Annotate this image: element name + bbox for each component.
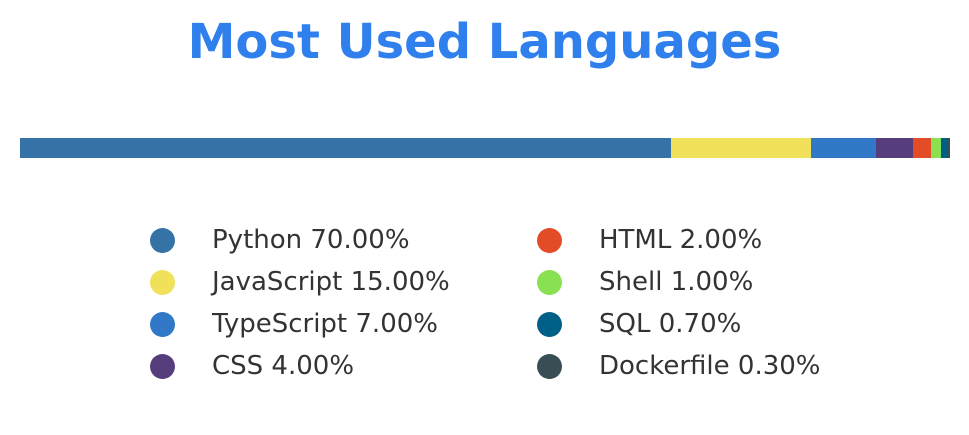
legend-dot xyxy=(150,269,175,295)
legend-label: SQL 0.70% xyxy=(599,309,742,339)
legend-dot xyxy=(537,227,562,253)
legend: Python 70.00% JavaScript 15.00% TypeScript… xyxy=(150,219,821,387)
legend-item-html: HTML 2.00% xyxy=(537,219,821,261)
chart-title: Most Used Languages xyxy=(187,14,782,70)
bar-segment-html xyxy=(912,138,932,158)
legend-dot xyxy=(537,269,562,295)
legend-dot xyxy=(537,353,562,379)
legend-label: HTML 2.00% xyxy=(599,225,763,255)
bar-segment-shell xyxy=(931,138,941,158)
bar-segment-python xyxy=(20,138,671,158)
legend-label: Shell 1.00% xyxy=(599,267,754,297)
legend-dot xyxy=(150,311,175,337)
legend-dot xyxy=(150,353,175,379)
legend-item-css: CSS 4.00% xyxy=(150,345,537,387)
legend-item-python: Python 70.00% xyxy=(150,219,537,261)
legend-label: Dockerfile 0.30% xyxy=(599,351,821,381)
legend-label: Python 70.00% xyxy=(212,225,410,255)
legend-item-javascript: JavaScript 15.00% xyxy=(150,261,537,303)
bar-segment-css xyxy=(875,138,913,158)
legend-label: CSS 4.00% xyxy=(212,351,355,381)
legend-dot xyxy=(150,227,175,253)
bar-segment-javascript xyxy=(671,138,811,158)
bar-segment-typescript xyxy=(810,138,876,158)
bar-segment-dockerfile xyxy=(947,138,950,158)
legend-item-shell: Shell 1.00% xyxy=(537,261,821,303)
legend-item-sql: SQL 0.70% xyxy=(537,303,821,345)
legend-item-typescript: TypeScript 7.00% xyxy=(150,303,537,345)
language-bar xyxy=(20,138,950,158)
legend-label: JavaScript 15.00% xyxy=(212,267,450,297)
legend-dot xyxy=(537,311,562,337)
bar-segment-sql xyxy=(940,138,948,158)
legend-item-dockerfile: Dockerfile 0.30% xyxy=(537,345,821,387)
legend-label: TypeScript 7.00% xyxy=(212,309,438,339)
